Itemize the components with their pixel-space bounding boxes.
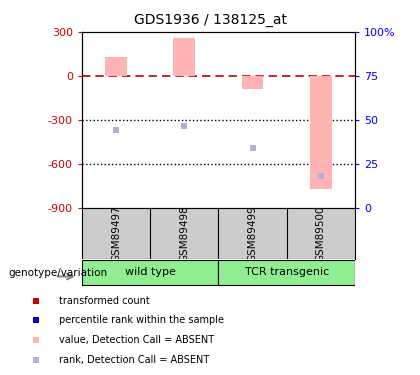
Text: transformed count: transformed count [59,296,150,306]
Bar [218,260,355,285]
Text: percentile rank within the sample: percentile rank within the sample [59,315,224,325]
Bar [82,260,218,285]
Text: GSM89498: GSM89498 [179,205,189,262]
Text: rank, Detection Call = ABSENT: rank, Detection Call = ABSENT [59,355,209,365]
Text: TCR transgenic: TCR transgenic [244,267,329,277]
Text: GDS1936 / 138125_at: GDS1936 / 138125_at [134,13,286,27]
Text: wild type: wild type [125,267,176,277]
Bar [310,76,332,189]
Text: GSM89497: GSM89497 [111,205,121,262]
Bar [173,39,195,76]
Text: GSM89500: GSM89500 [316,205,326,262]
Text: GSM89499: GSM89499 [247,205,257,262]
Bar [105,57,127,76]
Text: genotype/variation: genotype/variation [8,268,108,278]
Text: value, Detection Call = ABSENT: value, Detection Call = ABSENT [59,335,214,345]
Bar [241,76,263,89]
